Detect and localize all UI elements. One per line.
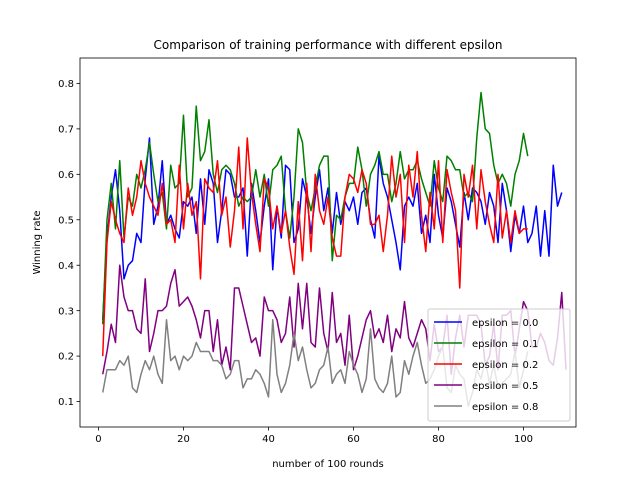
legend-entry-2: epsilon = 0.2 — [472, 360, 538, 371]
y-tick-label: 0.4 — [58, 261, 74, 272]
y-tick-label: 0.7 — [58, 124, 74, 135]
x-tick-label: 100 — [514, 434, 533, 445]
x-tick-label: 20 — [177, 434, 190, 445]
axes-frame — [79, 57, 577, 428]
legend-box — [427, 308, 571, 422]
y-tick-label: 0.6 — [58, 170, 74, 181]
series-line-2 — [101, 137, 528, 357]
y-tick-label: 0.8 — [58, 79, 74, 90]
y-tick-label: 0.1 — [58, 397, 74, 408]
chart-title: Comparison of training performance with … — [154, 38, 503, 52]
axes-layer: 0 20 40 60 80 100 0.1 0.2 0.3 0.4 0.5 0.6 0.7 0.8 — [58, 57, 577, 445]
legend: epsilon = 0.0 epsilon = 0.1 epsilon = 0.2 e… — [427, 308, 571, 422]
y-tick-label: 0.5 — [58, 215, 74, 226]
y-axis-label: Winning rate — [32, 210, 43, 274]
legend-entry-4: epsilon = 0.8 — [472, 402, 538, 413]
y-tick-label: 0.2 — [58, 352, 74, 363]
x-tick-label: 80 — [432, 434, 445, 445]
y-tick-label: 0.3 — [58, 306, 74, 317]
legend-entry-0: epsilon = 0.0 — [472, 318, 538, 329]
legend-entry-3: epsilon = 0.5 — [472, 381, 538, 392]
legend-entry-1: epsilon = 0.1 — [472, 339, 538, 350]
x-tick-label: 0 — [95, 434, 101, 445]
x-tick-label: 40 — [262, 434, 275, 445]
x-tick-label: 60 — [347, 434, 360, 445]
x-axis-label: number of 100 rounds — [272, 459, 384, 470]
